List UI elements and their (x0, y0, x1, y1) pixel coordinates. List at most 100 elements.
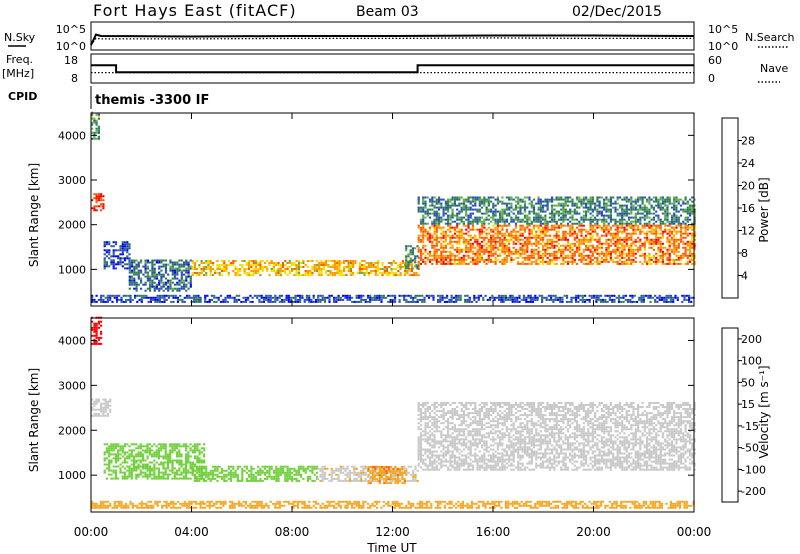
power-cell (571, 252, 574, 255)
power-cell (419, 206, 423, 209)
power-cell (144, 263, 147, 266)
power-cell (564, 198, 567, 201)
power-cell (304, 274, 307, 277)
power-cell (689, 208, 692, 211)
velocity-cell (180, 459, 183, 462)
power-cell (120, 296, 123, 299)
velocity-cell (121, 465, 124, 468)
power-cell (539, 250, 542, 253)
power-cell (569, 208, 572, 211)
power-cell (265, 298, 268, 301)
power-cell (555, 222, 558, 225)
power-cell (659, 232, 662, 235)
power-cell (438, 212, 441, 215)
power-cell (564, 202, 567, 205)
power-cell (523, 250, 527, 253)
power-cell (652, 254, 655, 257)
power-cell (480, 212, 484, 215)
power-cell (612, 242, 615, 245)
velocity-cell (108, 469, 111, 472)
power-cell (370, 262, 373, 264)
power-cell (465, 248, 468, 251)
power-cell (185, 275, 188, 278)
power-cell (487, 238, 490, 241)
power-cell (176, 271, 179, 274)
power-cell (487, 204, 490, 207)
power-cell (178, 279, 181, 282)
velocity-cell (133, 455, 136, 458)
power-cell (594, 238, 597, 241)
power-cell (277, 268, 280, 270)
velocity-cell (171, 467, 174, 470)
power-cell (521, 226, 524, 229)
velocity-cell (128, 471, 131, 474)
power-cell (531, 300, 535, 303)
velocity-cell (203, 443, 206, 446)
power-cell (514, 230, 518, 233)
power-cell (639, 238, 642, 241)
power-cell (579, 294, 582, 297)
power-cell (645, 294, 648, 297)
power-cell (562, 214, 565, 217)
velocity-cell (166, 477, 170, 480)
power-cell (444, 212, 447, 215)
power-cell (487, 260, 490, 263)
power-cell (553, 258, 556, 261)
power-cell (686, 220, 689, 223)
power-cell (349, 262, 352, 264)
power-cell (292, 300, 295, 303)
velocity-cell (114, 477, 118, 480)
velocity-cell (114, 447, 118, 450)
power-cell (483, 244, 486, 247)
power-cell (358, 262, 361, 264)
power-cell (176, 277, 179, 280)
power-cell (467, 218, 470, 221)
velocity-cell (171, 471, 174, 474)
velocity-cell (185, 453, 188, 456)
power-cell (471, 260, 475, 263)
velocity-cell (180, 453, 183, 456)
power-cell (395, 274, 398, 277)
power-cell (643, 232, 646, 235)
power-cell (272, 266, 276, 268)
velocity-cell (155, 453, 158, 456)
power-cell (214, 270, 217, 272)
power-cell (435, 214, 438, 217)
power-cell (426, 222, 429, 225)
velocity-cell (171, 465, 174, 468)
velocity-cell (126, 475, 129, 478)
power-cell (492, 216, 495, 219)
power-cell (641, 244, 644, 247)
power-cell (305, 298, 308, 301)
power-cell (539, 204, 542, 207)
velocity-cell (193, 475, 196, 478)
power-cell (523, 230, 527, 233)
power-cell (160, 277, 163, 280)
velocity-cell (164, 453, 167, 456)
power-cell (641, 262, 644, 265)
power-cell (482, 296, 485, 299)
power-cell (106, 294, 109, 297)
power-cell (371, 296, 374, 299)
velocity-cell (160, 449, 163, 452)
power-cell (422, 208, 425, 211)
power-cell (605, 220, 608, 223)
power-cell (234, 260, 237, 262)
power-cell (578, 254, 581, 257)
power-cell (487, 250, 490, 253)
velocity-cell (114, 475, 118, 478)
power-cell (453, 254, 456, 257)
power-cell (609, 200, 612, 203)
velocity-cell (200, 451, 203, 454)
velocity-cell (128, 465, 131, 468)
power-cell (578, 198, 581, 201)
velocity-cell (157, 463, 160, 466)
power-cell (284, 270, 287, 272)
power-cell (478, 230, 481, 233)
power-cell (154, 298, 157, 301)
power-cell (652, 242, 655, 245)
power-cell (467, 256, 470, 259)
power-cell (519, 232, 522, 235)
power-cell (93, 205, 96, 208)
power-cell (598, 242, 601, 245)
